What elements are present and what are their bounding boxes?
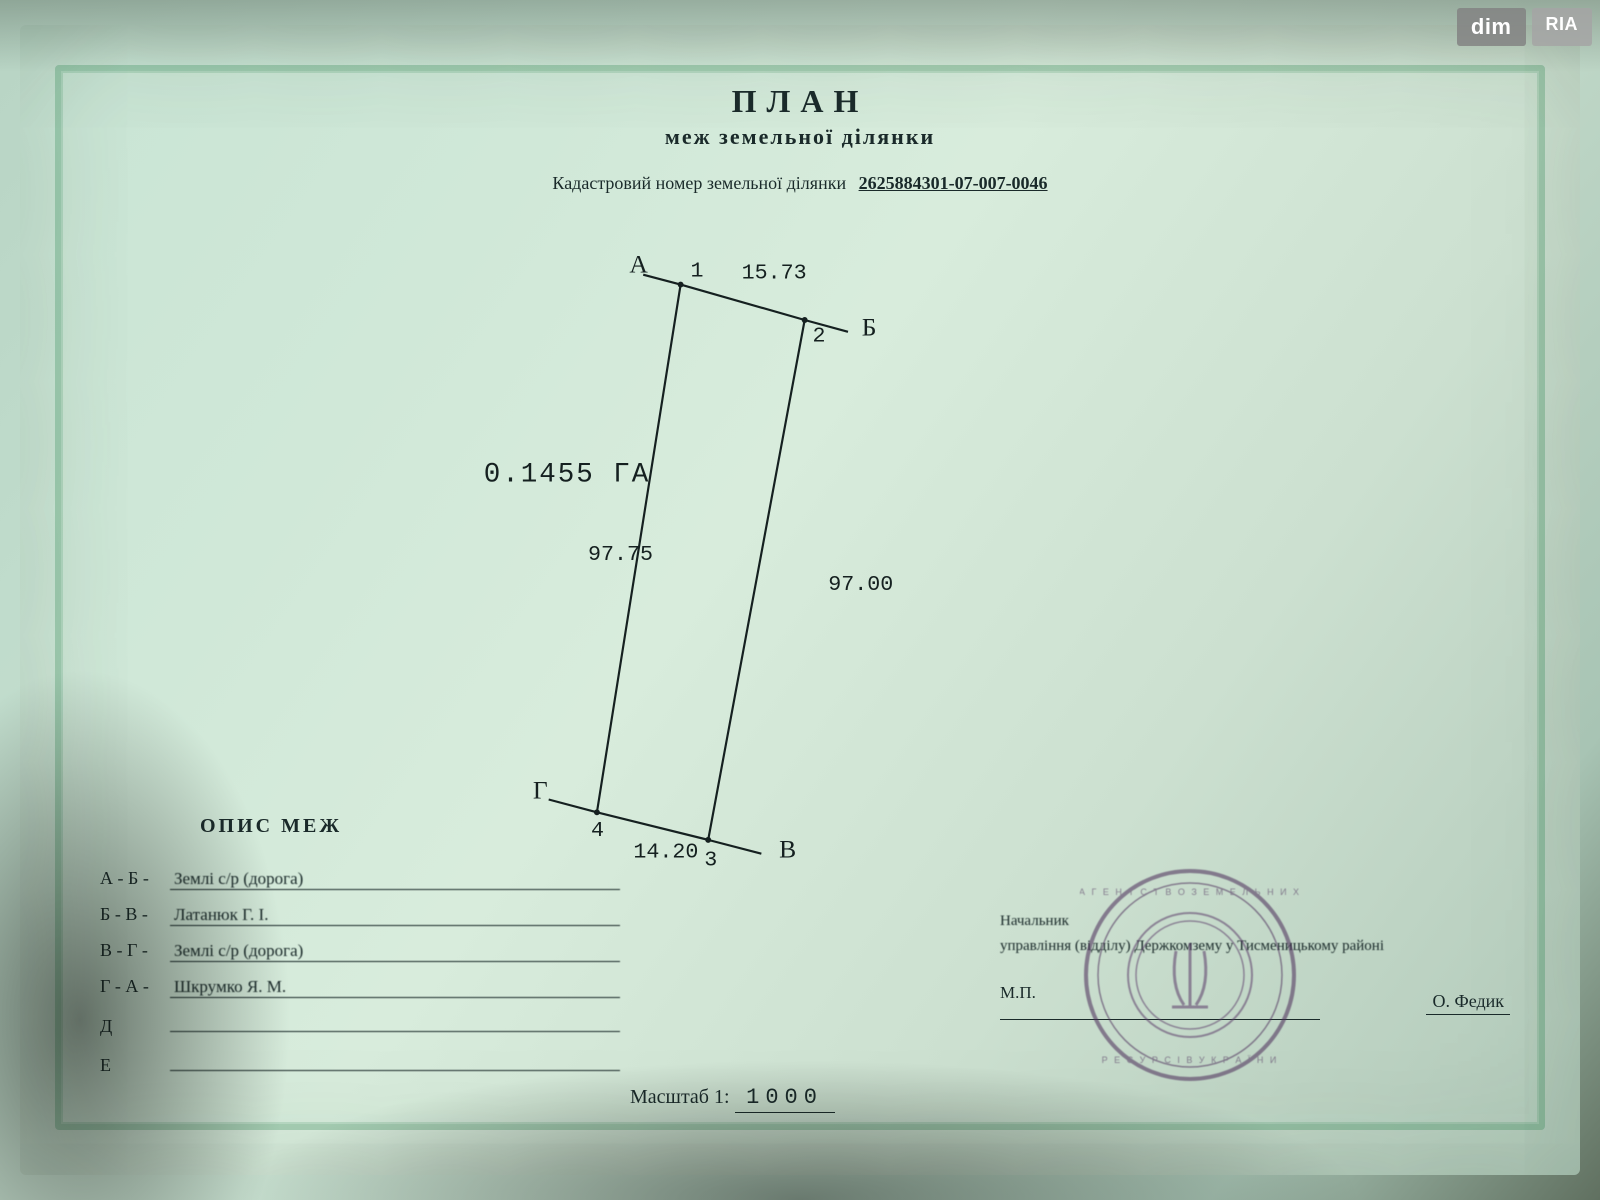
- legend-value: Шкрумко Я. М.: [170, 977, 620, 998]
- vertex-dot: [678, 282, 684, 288]
- watermark-dim: dim: [1457, 8, 1526, 46]
- official-stamp: А Г Е Н Т С Т В О З Е М Е Л Ь Н И Х Р Е …: [1080, 865, 1300, 1085]
- site-watermark: dim RIA: [1457, 8, 1592, 46]
- watermark-ria: RIA: [1532, 8, 1593, 46]
- corner-tick: [805, 320, 848, 332]
- legend-value: [170, 1012, 620, 1032]
- vertex-dot: [802, 317, 808, 323]
- dim-41: 97.75: [588, 542, 653, 567]
- cadastral-value: 2625884301-07-007-0046: [859, 173, 1048, 193]
- legend-value: Латанюк Г. І.: [170, 905, 620, 926]
- vertex-label: 1: [690, 259, 703, 284]
- photo-frame: ПЛАН меж земельної ділянки Кадастровий н…: [0, 0, 1600, 1200]
- svg-text:А Г Е Н Т С Т В О З Е М Е Л: А Г Е Н Т С Т В О З Е М Е Л Ь Н И Х: [1080, 887, 1300, 897]
- legend-value: Землі с/р (дорога): [170, 941, 620, 962]
- plot-diagram: 1 2 3 4 А Б В Г 15.73 97.00 14.20 97.75 …: [460, 255, 980, 895]
- legend-key: Д: [100, 1016, 170, 1037]
- corner-label-v: В: [779, 835, 796, 864]
- scale-label: Масштаб 1:: [630, 1086, 730, 1108]
- legend-key: А - Б -: [100, 868, 170, 889]
- legend-key: В - Г -: [100, 940, 170, 961]
- vertex-label: 2: [813, 324, 826, 349]
- vertex-label: 3: [704, 847, 717, 872]
- corner-tick: [549, 799, 597, 812]
- legend-row: Е: [100, 1051, 620, 1076]
- document-paper: ПЛАН меж земельної ділянки Кадастровий н…: [20, 25, 1580, 1175]
- legend-row: В - Г -Землі с/р (дорога): [100, 940, 620, 962]
- dim-34: 14.20: [633, 840, 698, 865]
- legend-key: Г - А -: [100, 976, 170, 997]
- dim-23: 97.00: [828, 572, 893, 597]
- legend-key: Б - В -: [100, 904, 170, 925]
- corner-tick: [643, 275, 680, 285]
- scale-line: Масштаб 1: 1000: [630, 1085, 835, 1113]
- legend-value: [170, 1051, 620, 1071]
- dim-12: 15.73: [742, 261, 807, 286]
- cadastral-line: Кадастровий номер земельної ділянки 2625…: [20, 173, 1580, 194]
- legend-value: Землі с/р (дорога): [170, 869, 620, 890]
- cadastral-label: Кадастровий номер земельної ділянки: [552, 173, 846, 193]
- signer-name: О. Федик: [1426, 991, 1510, 1015]
- legend-row: Б - В -Латанюк Г. І.: [100, 904, 620, 926]
- legend-row: Д: [100, 1012, 620, 1037]
- boundary-legend: ОПИС МЕЖ А - Б -Землі с/р (дорога)Б - В …: [100, 815, 620, 1090]
- plot-area-label: 0.1455 ГА: [484, 459, 651, 490]
- vertex-dot: [705, 837, 711, 843]
- corner-label-a: А: [629, 250, 648, 279]
- corner-label-g: Г: [533, 776, 548, 805]
- legend-title: ОПИС МЕЖ: [200, 815, 620, 838]
- legend-key: Е: [100, 1055, 170, 1076]
- document-subtitle: меж земельної ділянки: [20, 124, 1580, 150]
- svg-text:Р Е С У Р С І В У К Р А Ї Н: Р Е С У Р С І В У К Р А Ї Н И: [1102, 1055, 1279, 1065]
- scale-value: 1000: [735, 1085, 835, 1113]
- legend-row: Г - А -Шкрумко Я. М.: [100, 976, 620, 998]
- corner-label-b: Б: [862, 313, 877, 342]
- document-title: ПЛАН: [20, 83, 1580, 120]
- legend-row: А - Б -Землі с/р (дорога): [100, 868, 620, 890]
- document-header: ПЛАН меж земельної ділянки: [20, 83, 1580, 150]
